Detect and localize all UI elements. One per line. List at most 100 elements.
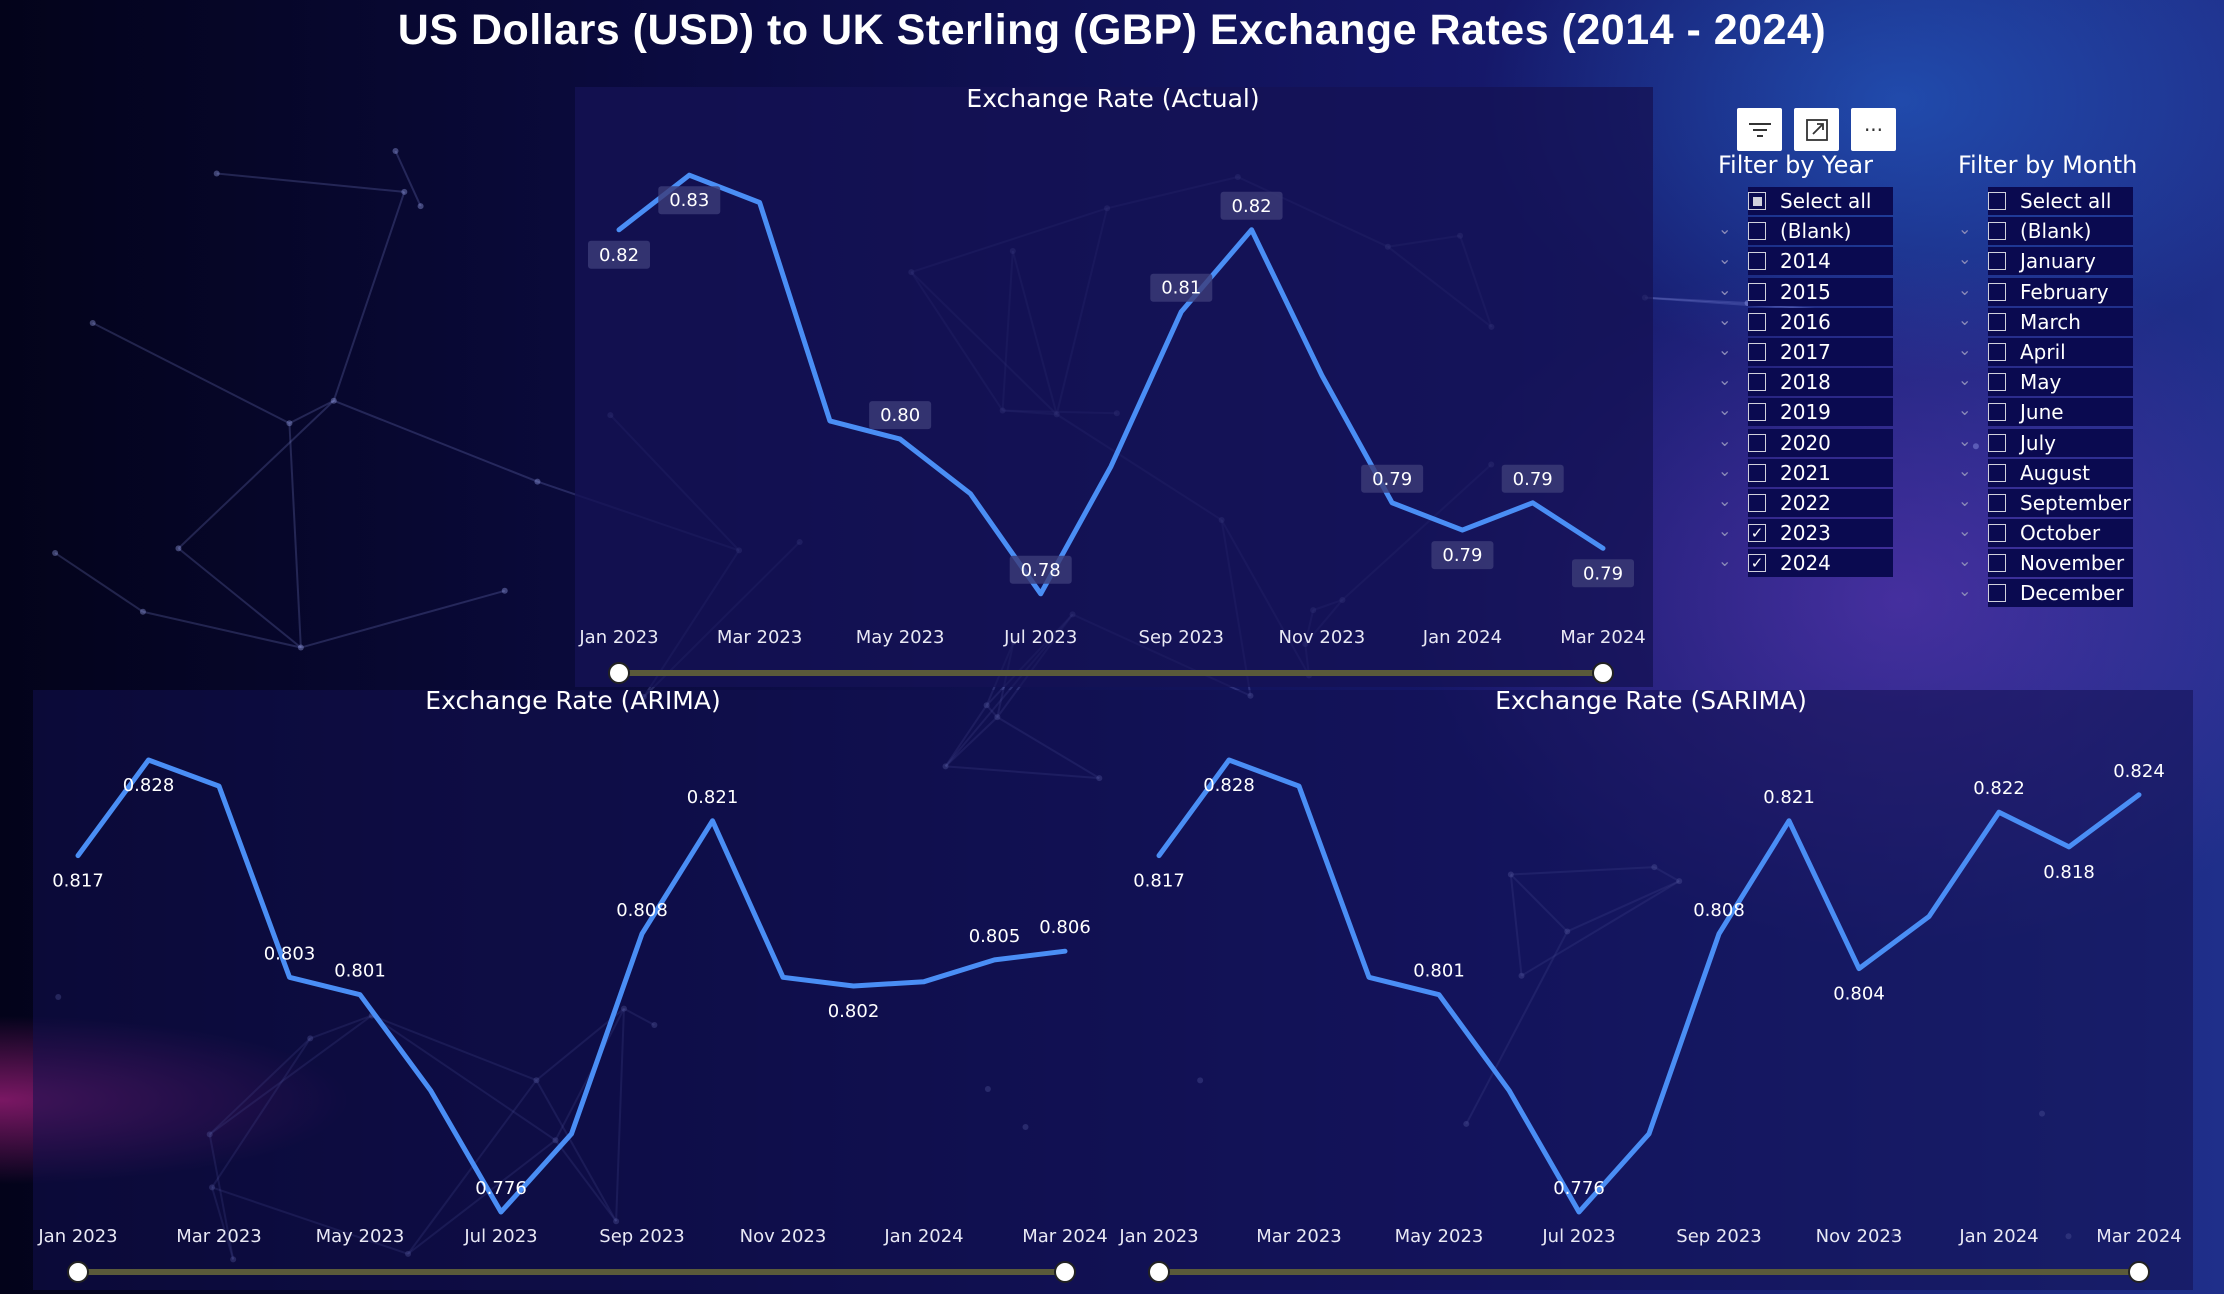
- checkbox[interactable]: [1748, 312, 1766, 331]
- actual-series-line[interactable]: [616, 172, 1606, 597]
- year-option-row[interactable]: ⌄ ✓ 2023: [1718, 519, 1893, 549]
- year-option-row[interactable]: ⌄ (Blank): [1718, 217, 1893, 247]
- checkbox[interactable]: [1988, 373, 2006, 392]
- chevron-down-icon[interactable]: ⌄: [1958, 339, 1972, 359]
- sarima-data-point[interactable]: [1225, 756, 1233, 764]
- chevron-down-icon[interactable]: ⌄: [1718, 279, 1732, 299]
- month-option-row[interactable]: ⌄ June: [1958, 398, 2137, 428]
- year-option[interactable]: 2022: [1748, 488, 1893, 517]
- chevron-down-icon[interactable]: ⌄: [1718, 370, 1732, 390]
- chevron-down-icon[interactable]: ⌄: [1718, 400, 1732, 420]
- chevron-down-icon[interactable]: ⌄: [1718, 219, 1732, 239]
- sarima-data-point[interactable]: [1155, 852, 1163, 860]
- sarima-slider-end-handle[interactable]: [2128, 1261, 2150, 1283]
- chevron-down-icon[interactable]: ⌄: [1718, 460, 1732, 480]
- chevron-down-icon[interactable]: ⌄: [1958, 400, 1972, 420]
- arima-slider-start-handle[interactable]: [67, 1261, 89, 1283]
- month-option[interactable]: January: [1988, 247, 2133, 276]
- year-option[interactable]: 2021: [1748, 458, 1893, 487]
- checkbox[interactable]: [1988, 403, 2006, 422]
- checkbox[interactable]: [1988, 342, 2006, 361]
- chevron-down-icon[interactable]: ⌄: [1958, 460, 1972, 480]
- year-option-row[interactable]: ⌄ 2020: [1718, 428, 1893, 459]
- chevron-down-icon[interactable]: ⌄: [1718, 551, 1732, 571]
- year-option-row[interactable]: ⌄ 2015: [1718, 277, 1893, 308]
- year-option[interactable]: 2015: [1748, 277, 1893, 306]
- month-option[interactable]: Select all: [1988, 187, 2133, 215]
- month-option[interactable]: September: [1988, 488, 2133, 517]
- chevron-down-icon[interactable]: ⌄: [1958, 279, 1972, 299]
- year-option[interactable]: ✓ 2024: [1748, 549, 1893, 578]
- month-option-row[interactable]: ⌄ September: [1958, 488, 2137, 519]
- chevron-down-icon[interactable]: ⌄: [1718, 490, 1732, 510]
- year-option[interactable]: Select all: [1748, 187, 1893, 215]
- year-option[interactable]: 2018: [1748, 368, 1893, 397]
- chevron-down-icon[interactable]: ⌄: [1958, 490, 1972, 510]
- actual-slider-start-handle[interactable]: [608, 662, 630, 684]
- month-option[interactable]: August: [1988, 458, 2133, 487]
- checkbox[interactable]: [1748, 373, 1766, 392]
- sarima-data-point[interactable]: [1435, 991, 1443, 999]
- month-option[interactable]: May: [1988, 368, 2133, 397]
- year-option-row[interactable]: ⌄ 2018: [1718, 368, 1893, 398]
- focus-mode-button[interactable]: [1794, 108, 1839, 151]
- more-options-button[interactable]: ···: [1851, 108, 1896, 151]
- sarima-data-point[interactable]: [1365, 973, 1373, 981]
- month-option-row[interactable]: ⌄ April: [1958, 337, 2137, 368]
- chevron-down-icon[interactable]: ⌄: [1958, 219, 1972, 239]
- chevron-down-icon[interactable]: ⌄: [1718, 249, 1732, 269]
- sarima-slider-start-handle[interactable]: [1148, 1261, 1170, 1283]
- sarima-data-point[interactable]: [2065, 843, 2073, 851]
- month-option[interactable]: April: [1988, 337, 2133, 366]
- month-option[interactable]: November: [1988, 549, 2133, 578]
- year-option[interactable]: (Blank): [1748, 217, 1893, 246]
- checkbox[interactable]: [1988, 493, 2006, 512]
- sarima-data-point[interactable]: [1715, 930, 1723, 938]
- checkbox[interactable]: [1748, 222, 1766, 241]
- sarima-data-point[interactable]: [1925, 912, 1933, 920]
- checkbox[interactable]: [1748, 463, 1766, 482]
- chevron-down-icon[interactable]: ⌄: [1958, 581, 1972, 601]
- chevron-down-icon[interactable]: ⌄: [1718, 521, 1732, 541]
- year-option[interactable]: 2019: [1748, 398, 1893, 427]
- sarima-data-point[interactable]: [1295, 782, 1303, 790]
- month-option-row[interactable]: ⌄ January: [1958, 247, 2137, 277]
- sarima-data-point[interactable]: [1575, 1208, 1583, 1216]
- checkbox[interactable]: [1988, 433, 2006, 452]
- year-option[interactable]: ✓ 2023: [1748, 519, 1893, 548]
- checkbox[interactable]: [1748, 282, 1766, 301]
- month-option-row[interactable]: ⌄ March: [1958, 307, 2137, 338]
- chevron-down-icon[interactable]: ⌄: [1718, 309, 1732, 329]
- checkbox[interactable]: ✓: [1748, 554, 1766, 573]
- month-option-row[interactable]: ⌄ October: [1958, 519, 2137, 549]
- checkbox[interactable]: [1748, 433, 1766, 452]
- year-option-row[interactable]: Select all: [1718, 187, 1893, 217]
- checkbox[interactable]: [1988, 554, 2006, 573]
- checkbox[interactable]: [1988, 192, 2006, 210]
- checkbox[interactable]: ✓: [1748, 524, 1766, 543]
- year-option-row[interactable]: ⌄ 2017: [1718, 337, 1893, 368]
- checkbox[interactable]: [1988, 252, 2006, 271]
- year-option[interactable]: 2014: [1748, 247, 1893, 276]
- year-option-row[interactable]: ⌄ 2014: [1718, 247, 1893, 277]
- arima-series-line[interactable]: [75, 757, 1068, 1215]
- chevron-down-icon[interactable]: ⌄: [1718, 339, 1732, 359]
- checkbox[interactable]: [1748, 493, 1766, 512]
- month-option[interactable]: December: [1988, 579, 2133, 608]
- checkbox[interactable]: [1988, 282, 2006, 301]
- year-option-row[interactable]: ⌄ 2019: [1718, 398, 1893, 428]
- month-option[interactable]: (Blank): [1988, 217, 2133, 246]
- sarima-data-point[interactable]: [1855, 965, 1863, 973]
- sarima-data-point[interactable]: [1785, 817, 1793, 825]
- sarima-series-line[interactable]: [1156, 757, 2142, 1215]
- year-option-row[interactable]: ⌄ 2016: [1718, 307, 1893, 338]
- chevron-down-icon[interactable]: ⌄: [1958, 551, 1972, 571]
- year-option[interactable]: 2017: [1748, 337, 1893, 366]
- month-option-row[interactable]: ⌄ July: [1958, 428, 2137, 459]
- chevron-down-icon[interactable]: ⌄: [1958, 430, 1972, 450]
- month-option-row[interactable]: ⌄ (Blank): [1958, 217, 2137, 247]
- checkbox[interactable]: [1988, 312, 2006, 331]
